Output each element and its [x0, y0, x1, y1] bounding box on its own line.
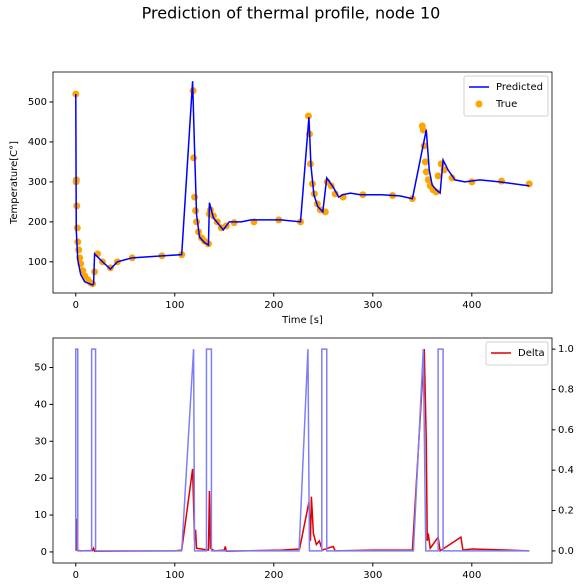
legend-label: Delta [518, 348, 545, 359]
scatter-point [448, 174, 456, 182]
scatter-point [304, 112, 312, 120]
axes-frame [52, 337, 553, 564]
y-tick-label: 30 [34, 436, 47, 447]
x-tick-label: 0 [73, 570, 79, 581]
figure-title: Prediction of thermal profile, node 10 [142, 4, 441, 23]
x-tick-label: 100 [165, 570, 184, 581]
scatter-point [106, 264, 114, 272]
y-tick-label: 100 [28, 257, 47, 268]
plot-area [75, 348, 530, 553]
y-tick-label: 400 [28, 137, 47, 148]
x-tick-label: 300 [363, 570, 382, 581]
x-tick-label: 200 [264, 300, 283, 311]
x-tick-label: 400 [462, 300, 481, 311]
scatter-point [74, 238, 82, 246]
y2-tick-label: 0.0 [558, 546, 574, 557]
y-tick-label: 20 [34, 473, 47, 484]
y2-tick-label: 1.0 [558, 344, 574, 355]
y2-tick-label: 0.8 [558, 384, 574, 395]
legend-swatch [475, 100, 483, 108]
y-tick-label: 10 [34, 510, 47, 521]
scatter-point [191, 193, 199, 201]
x-axis-label: Time [s] [281, 315, 323, 326]
scatter-point [421, 158, 429, 166]
y2-tick-label: 0.6 [558, 425, 574, 436]
series-line [75, 81, 530, 286]
legend-label: True [495, 99, 517, 110]
y-tick-label: 200 [28, 217, 47, 228]
scatter-point [230, 219, 238, 227]
y-tick-label: 0 [41, 547, 47, 558]
scatter-point [525, 180, 533, 188]
y-tick-label: 500 [28, 97, 47, 108]
plot-area [72, 81, 533, 288]
x-tick-label: 200 [264, 570, 283, 581]
x-tick-label: 300 [363, 300, 382, 311]
y-tick-label: 50 [34, 363, 47, 374]
scatter-point [331, 190, 339, 198]
scatter-point [432, 188, 440, 196]
y-tick-label: 40 [34, 399, 47, 410]
x-tick-label: 100 [165, 300, 184, 311]
scatter-point [190, 154, 198, 162]
y-axis-label: Temperature[C°] [9, 141, 20, 225]
axes-frame [52, 71, 553, 294]
scatter-point [434, 172, 442, 180]
y2-tick-label: 0.2 [558, 506, 574, 517]
scatter-point [422, 168, 430, 176]
x-tick-label: 0 [73, 300, 79, 311]
series-line [75, 348, 530, 552]
y-tick-label: 300 [28, 177, 47, 188]
x-tick-label: 400 [462, 570, 481, 581]
scatter-point [73, 224, 81, 232]
legend-label: Predicted [496, 82, 543, 93]
y2-tick-label: 0.4 [558, 465, 574, 476]
legend-box [485, 341, 549, 366]
scatter-point [75, 246, 83, 254]
legend-box [463, 75, 549, 117]
scatter-point [192, 207, 200, 215]
scatter-point [424, 176, 432, 184]
series-line [75, 349, 530, 553]
scatter-point [419, 126, 427, 134]
